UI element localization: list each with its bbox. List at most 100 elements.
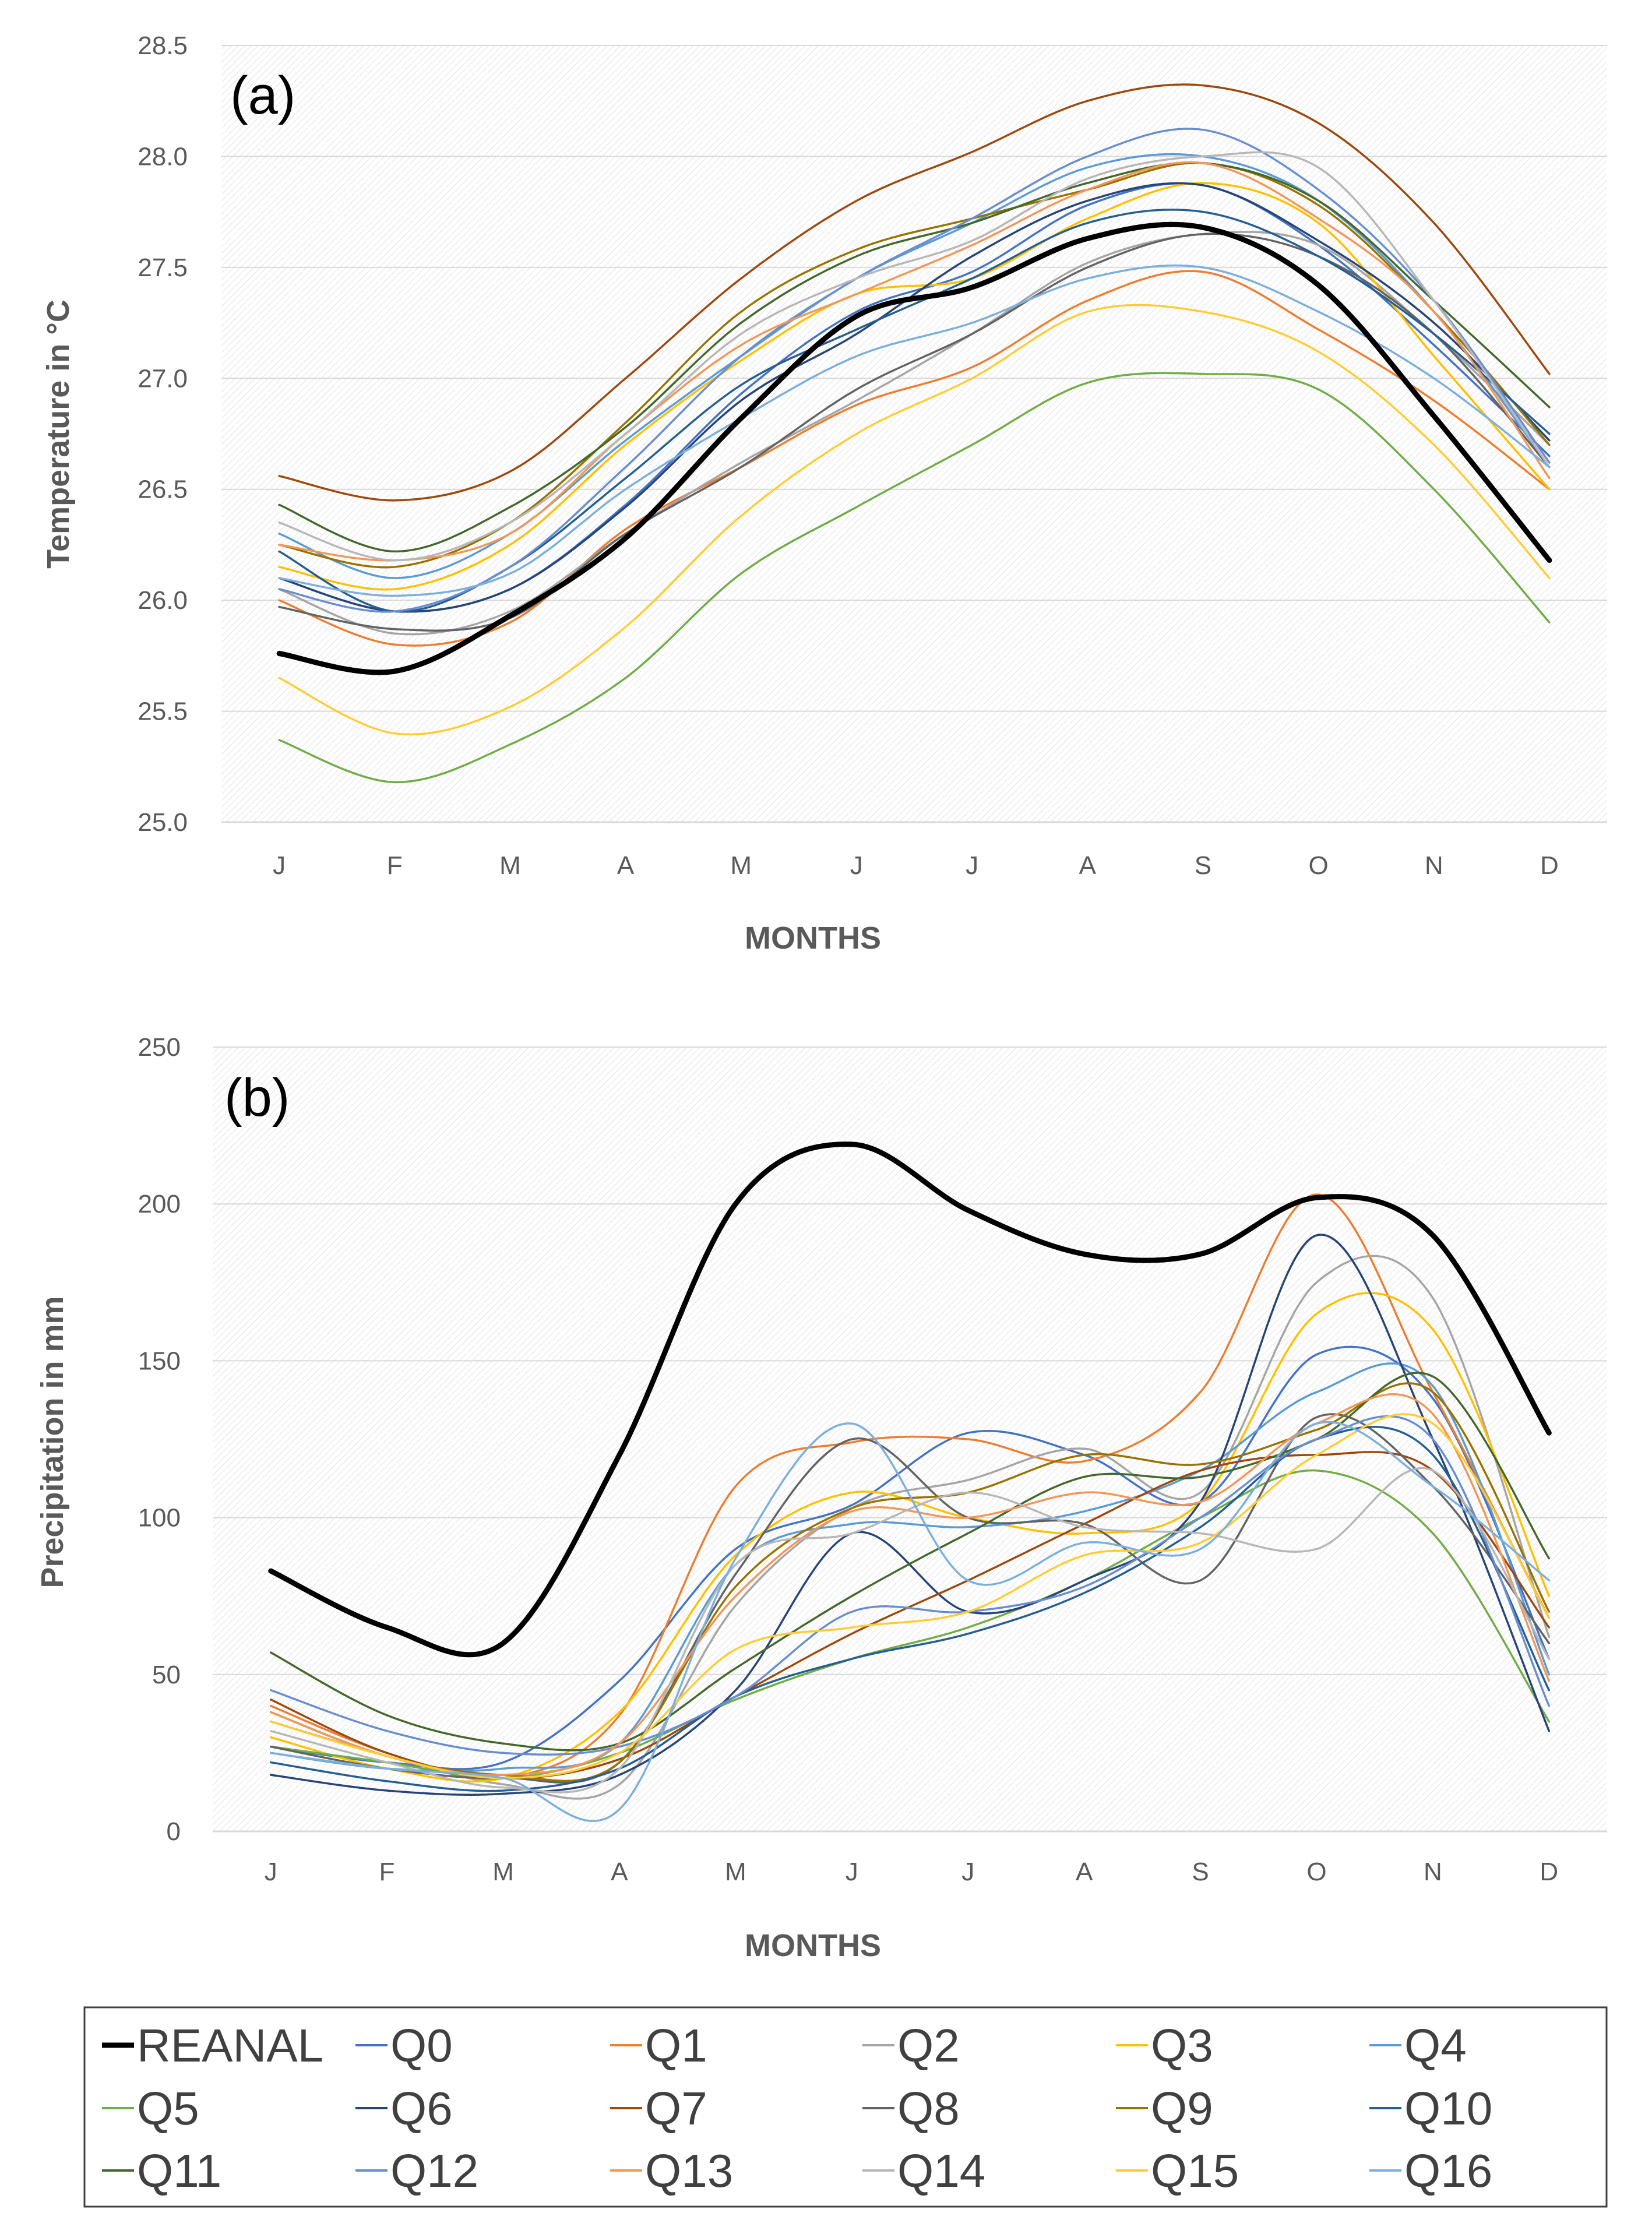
y-tick-label: 28.5 [138, 31, 188, 60]
series-line-q14 [278, 151, 1551, 562]
legend-label: Q5 [137, 2083, 199, 2134]
series-line-reanal [268, 1141, 1552, 1658]
series-line-q16 [269, 1421, 1551, 1822]
y-tick-labels: 0 50 100 150 200 250 [138, 1033, 181, 1846]
series-line-q10 [269, 1426, 1551, 1792]
legend-label: Q7 [645, 2083, 707, 2134]
series-line-q15 [278, 304, 1551, 736]
x-axis-title: MONTHS [745, 1928, 881, 1963]
legend-item-q7: Q7 [610, 2083, 707, 2134]
x-tick-label: S [1195, 851, 1211, 880]
x-tick-label: O [1308, 851, 1328, 880]
plot-area [213, 1047, 1607, 1831]
x-tick-label: N [1425, 851, 1443, 880]
y-tick-label: 25.5 [138, 697, 188, 726]
series-line-q2 [278, 231, 1551, 636]
y-tick-label: 250 [138, 1033, 181, 1062]
x-tick-label: D [1540, 1858, 1558, 1886]
y-tick-label: 200 [138, 1190, 181, 1218]
legend-item-q11: Q11 [102, 2145, 221, 2197]
series-line-q4 [269, 1362, 1551, 1773]
y-tick-label: 27.5 [138, 253, 188, 282]
x-tick-label: M [725, 1858, 746, 1886]
y-tick-label: 26.5 [138, 475, 188, 504]
series-line-q11 [269, 1372, 1551, 1752]
legend-label: Q14 [897, 2145, 985, 2197]
series-line-q16 [278, 264, 1551, 597]
legend-label: Q4 [1404, 2020, 1467, 2071]
x-tick-label: A [617, 851, 635, 880]
x-tick-label: J [273, 851, 286, 880]
series-line-q13 [278, 161, 1551, 562]
x-tick-label: J [846, 1858, 858, 1886]
series-lines [268, 1141, 1552, 1822]
x-tick-label: N [1424, 1858, 1442, 1886]
y-tick-label: 0 [167, 1817, 181, 1846]
legend-item-q8: Q8 [862, 2083, 960, 2134]
series-line-q7 [278, 83, 1551, 502]
series-line-q1 [278, 270, 1551, 647]
y-axis-title: Temperature in °C [41, 299, 76, 569]
legend-item-q16: Q16 [1369, 2145, 1492, 2197]
legend-label: Q9 [1151, 2083, 1213, 2134]
legend-label: Q10 [1404, 2083, 1492, 2134]
y-tick-label: 26.0 [138, 586, 188, 615]
legend-item-q13: Q13 [610, 2145, 733, 2197]
series-line-q13 [269, 1393, 1551, 1777]
legend-label: Q12 [390, 2145, 478, 2197]
series-line-q5 [278, 372, 1551, 784]
x-tick-label: A [1076, 1858, 1093, 1886]
legend-item-q14: Q14 [862, 2145, 985, 2197]
legend-label: Q13 [645, 2145, 733, 2197]
legend-box [83, 2006, 1608, 2208]
y-tick-label: 28.0 [138, 142, 188, 171]
series-line-q12 [269, 1415, 1551, 1756]
legend-item-q6: Q6 [355, 2083, 453, 2134]
legend-item-q15: Q15 [1116, 2145, 1239, 2197]
x-tick-label: A [1079, 851, 1097, 880]
x-axis-title: MONTHS [745, 921, 881, 956]
x-tick-label: J [850, 851, 863, 880]
x-tick-label: F [379, 1858, 395, 1886]
x-tick-label: O [1306, 1858, 1326, 1886]
legend-item-q2: Q2 [862, 2020, 960, 2071]
x-tick-label: J [265, 1858, 277, 1886]
legend: REANAL Q0 Q1 Q2 Q3 Q4 Q5 Q6 Q7 Q8 Q9 Q10 Q11 Q12 Q13 Q1… [83, 2006, 1608, 2208]
series-line-q14 [269, 1467, 1551, 1793]
legend-label: Q15 [1151, 2145, 1239, 2197]
legend-label: Q16 [1404, 2145, 1492, 2197]
temperature-chart: 25.0 25.5 26.0 26.5 27.0 27.5 28.0 28.5 J F M A M J J… [41, 31, 1607, 956]
y-tick-label: 25.0 [138, 808, 188, 837]
panel-label: (a) [230, 66, 295, 125]
legend-label: Q0 [390, 2020, 453, 2071]
x-tick-label: A [611, 1858, 628, 1886]
x-tick-label: D [1540, 851, 1559, 880]
x-tick-label: M [492, 1858, 514, 1886]
plot-area [221, 45, 1607, 822]
legend-item-q9: Q9 [1116, 2083, 1213, 2134]
legend-items: REANAL Q0 Q1 Q2 Q3 Q4 Q5 Q6 Q7 Q8 Q9 Q10 Q11 Q12 Q13 Q1… [102, 2020, 1492, 2197]
legend-item-q5: Q5 [102, 2083, 199, 2134]
legend-item-q12: Q12 [355, 2145, 478, 2197]
series-lines [276, 83, 1552, 784]
x-tick-label: F [387, 851, 403, 880]
series-line-q0 [269, 1345, 1551, 1770]
legend-label: Q3 [1151, 2020, 1213, 2071]
x-tick-label: S [1192, 1858, 1209, 1886]
y-tick-label: 27.0 [138, 364, 188, 393]
legend-item-q4: Q4 [1369, 2020, 1467, 2071]
panel-label: (b) [224, 1068, 290, 1127]
legend-item-q10: Q10 [1369, 2083, 1492, 2134]
legend-label: Q11 [137, 2145, 221, 2197]
x-tick-label: J [961, 1858, 974, 1886]
legend-label: Q6 [390, 2083, 453, 2134]
legend-item-q0: Q0 [355, 2020, 453, 2071]
series-line-q12 [278, 128, 1551, 613]
series-line-q11 [278, 161, 1551, 553]
x-tick-label: M [730, 851, 752, 880]
y-tick-label: 50 [152, 1661, 181, 1689]
